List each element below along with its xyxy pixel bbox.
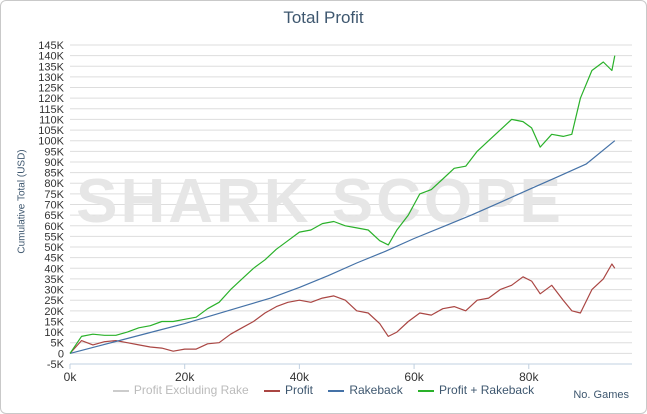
legend-item-profit-plus-rakeback[interactable]: Profit + Rakeback (418, 383, 534, 397)
y-tick-label: 140K (38, 51, 64, 63)
y-tick-label: 55K (44, 231, 64, 243)
y-tick-label: 0 (58, 348, 64, 360)
y-tick-label: 20K (44, 306, 64, 318)
y-tick-label: 70K (44, 200, 64, 212)
legend-swatch (328, 389, 345, 392)
y-tick-label: 45K (44, 253, 64, 265)
legend-swatch (263, 389, 280, 392)
y-tick-label: 115K (39, 104, 65, 116)
y-tick-label: 35K (44, 274, 64, 286)
legend-swatch (418, 389, 435, 392)
series-lines (69, 55, 616, 354)
y-tick-label: 50K (44, 242, 64, 254)
watermark-text: SHARK SCOPE (76, 167, 564, 236)
y-tick-label: 110K (39, 114, 65, 126)
y-tick-label: 15K (44, 316, 64, 328)
legend-label: Profit + Rakeback (439, 383, 535, 397)
legend-item-profit[interactable]: Profit (263, 383, 313, 397)
y-tick-label: 100K (38, 136, 64, 148)
legend-label: Profit (284, 383, 313, 397)
y-tick-label: 25K (44, 295, 64, 307)
y-tick-label: 135K (38, 61, 64, 73)
y-tick-label: 5K (51, 338, 65, 350)
x-tick-label: 40k (290, 370, 310, 384)
x-tick-label: 0k (64, 370, 78, 384)
y-tick-label: 130K (38, 72, 64, 84)
y-tick-label: 30K (44, 285, 64, 297)
legend-label: Profit Excluding Rake (133, 383, 249, 397)
chart-legend: Profit Excluding Rake Profit Rakeback Pr… (0, 383, 647, 397)
y-tick-label: 85K (44, 168, 64, 180)
gridlines (70, 44, 632, 365)
y-axis-title: Cumulative Total (USD) (16, 149, 28, 254)
x-tick-label: 80k (519, 370, 539, 384)
x-tick-label: 60k (404, 370, 424, 384)
y-tick-label: 75K (44, 189, 64, 201)
legend-swatch (112, 389, 129, 392)
series-line-profit (69, 263, 616, 354)
y-tick-label: 80K (44, 178, 64, 190)
y-tick-label: 90K (44, 157, 64, 169)
series-line-profit-plus-rakeback (69, 55, 616, 354)
y-tick-label: -5K (47, 359, 65, 371)
chart-title: Total Profit (283, 8, 364, 27)
legend-item-profit-excluding-rake[interactable]: Profit Excluding Rake (112, 383, 249, 397)
y-tick-label: 125K (38, 83, 64, 95)
y-tick-label: 40K (44, 263, 64, 275)
y-tick-label: 65K (44, 210, 64, 222)
y-tick-label: 60K (44, 221, 64, 233)
y-tick-label: 145K (38, 40, 64, 52)
x-tick-label: 20k (175, 370, 195, 384)
y-tick-label: 95K (44, 146, 64, 158)
y-tick-label: 105K (38, 125, 64, 137)
y-tick-label: 10K (44, 327, 64, 339)
y-tick-label: 120K (38, 93, 64, 105)
x-axis-ticks: 0k 20k 40k 60k 80k (64, 363, 632, 384)
legend-label: Rakeback (349, 383, 403, 397)
y-axis-ticks: -5K05K10K15K20K25K30K35K40K45K50K55K60K6… (38, 40, 64, 371)
legend-item-rakeback[interactable]: Rakeback (328, 383, 403, 397)
series-line-rakeback (69, 140, 616, 354)
x-axis-title: No. Games (573, 389, 629, 401)
